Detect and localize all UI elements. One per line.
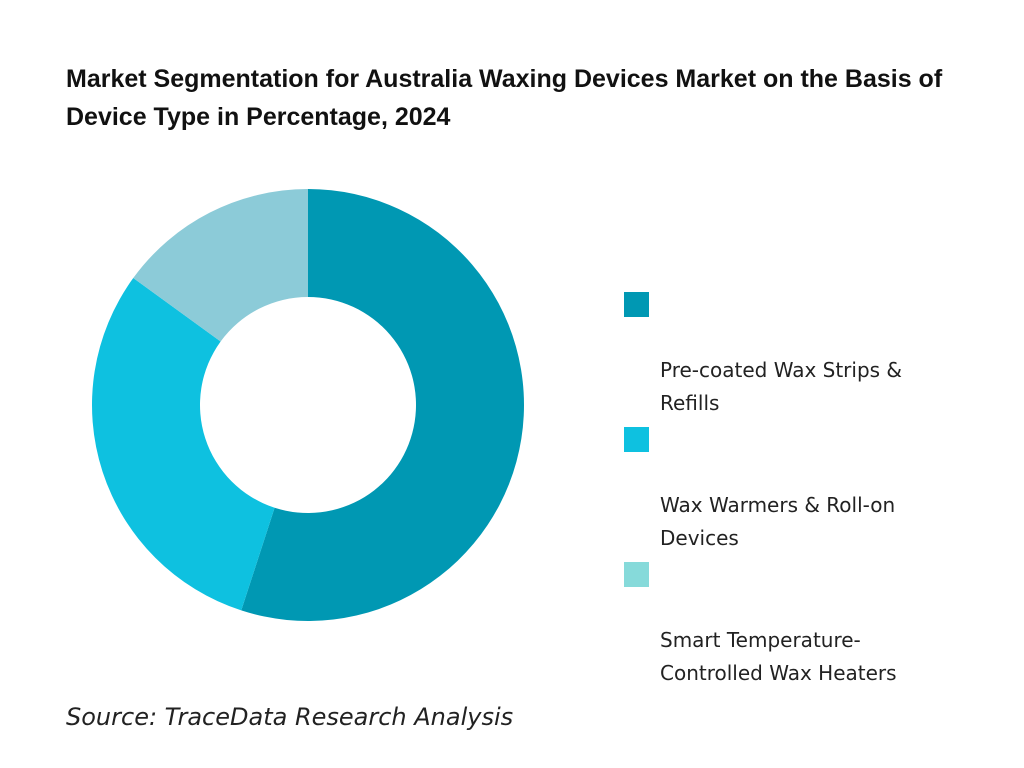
donut-slice-3	[133, 189, 308, 342]
legend-swatch	[624, 427, 649, 452]
legend-item-wax-warmers: Wax Warmers & Roll-on Devices	[624, 423, 964, 555]
source-note: Source: TraceData Research Analysis	[66, 703, 514, 731]
chart-title: Market Segmentation for Australia Waxing…	[66, 65, 943, 131]
legend-label: Wax Warmers & Roll-on Devices	[660, 493, 896, 550]
donut-slice-2	[91, 278, 275, 611]
legend-label: Smart Temperature- Controlled Wax Heater…	[660, 628, 897, 685]
legend-swatch	[624, 562, 649, 587]
legend-item-pre-coated-wax-strips: Pre-coated Wax Strips & Refills	[624, 288, 964, 420]
chart-legend: Pre-coated Wax Strips & Refills Wax Warm…	[624, 288, 964, 693]
legend-label: Pre-coated Wax Strips & Refills	[660, 358, 903, 415]
donut-slice-1	[241, 189, 524, 621]
legend-swatch	[624, 292, 649, 317]
legend-item-smart-wax-heaters: Smart Temperature- Controlled Wax Heater…	[624, 558, 964, 690]
